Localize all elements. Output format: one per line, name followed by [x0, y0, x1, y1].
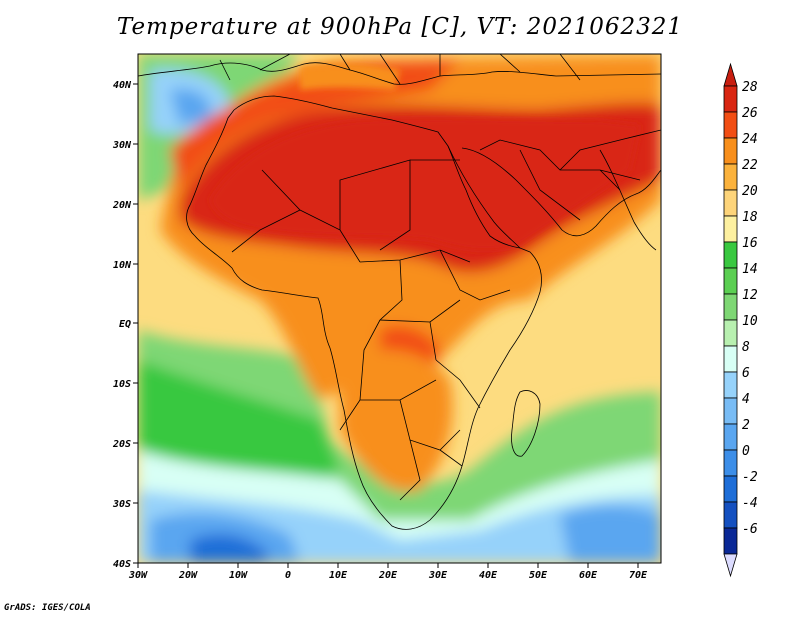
field-deep-blue-core [190, 534, 270, 563]
lon-axis-labels: 30W 20W 10W 0 10E 20E 30E 40E 50E 60E 70… [128, 570, 648, 581]
field-deep-blue-east [560, 505, 661, 563]
lon-label: 70E [629, 570, 648, 581]
field-north-blue-2 [170, 89, 211, 125]
colorbar-swatch [723, 475, 738, 503]
field-orange-south [340, 349, 453, 492]
lat-label: 10N [113, 260, 132, 271]
lat-label: EQ [119, 319, 131, 330]
field-hot-core-inner [210, 117, 640, 251]
india-coast [599, 149, 657, 251]
colorbar-label: 12 [742, 288, 758, 303]
colorbar-bottom-arrow [723, 553, 738, 578]
colorbar-swatch [723, 319, 738, 347]
colorbar-swatch [723, 371, 738, 399]
colorbar-swatch [723, 501, 738, 529]
border-segments [231, 159, 511, 501]
lon-label: 50E [529, 570, 548, 581]
colorbar-label: -4 [742, 496, 758, 511]
colorbar-swatch [723, 527, 738, 555]
lon-label: 30E [428, 570, 448, 581]
lat-label: 20N [112, 200, 132, 211]
lat-label: 40N [113, 80, 132, 91]
colorbar-label: 18 [742, 210, 758, 225]
europe-borders [219, 54, 581, 85]
arabia-borders [479, 129, 661, 221]
colorbar-swatch [723, 215, 738, 243]
arabia-coast [461, 147, 661, 237]
field-south-green-west [138, 360, 340, 490]
colorbar-label: 14 [742, 262, 758, 277]
colorbar-label: 24 [742, 132, 758, 147]
lon-label: 0 [285, 570, 291, 581]
lon-label: 20W [178, 570, 198, 581]
lon-label: 20E [378, 570, 398, 581]
lat-label: 20S [112, 439, 131, 450]
colorbar-label: 4 [742, 392, 750, 407]
colorbar-swatch [723, 397, 738, 425]
map-title: Temperature at 900hPa [C], VT: 202106232… [116, 14, 684, 40]
colorbar-swatch [723, 241, 738, 269]
colorbar-label: 6 [742, 366, 750, 381]
map-frame [133, 53, 662, 568]
country-borders [138, 54, 661, 530]
lon-label: 40E [479, 570, 498, 581]
colorbar-label: -6 [742, 522, 758, 537]
europe-coast [138, 62, 661, 85]
colorbar-swatch [723, 345, 738, 373]
colorbar-top-arrow [723, 62, 738, 87]
colorbar-label: 10 [742, 314, 758, 329]
field-mediterranean-orange [300, 63, 400, 90]
colorbar-swatch [723, 85, 738, 113]
colorbar-swatch [723, 449, 738, 477]
colorbar-swatch [723, 163, 738, 191]
colorbar-label: 16 [742, 236, 758, 251]
colorbar-label: 8 [742, 340, 750, 355]
colorbar-label: 0 [742, 444, 750, 459]
field-warm-edge [170, 60, 460, 190]
colorbar-swatch [723, 293, 738, 321]
colorbar-swatch [723, 111, 738, 139]
lon-label: 10W [229, 570, 248, 581]
lat-label: 30N [112, 140, 132, 151]
lat-label: 30S [112, 499, 131, 510]
temperature-field [138, 54, 661, 563]
colorbar-label: -2 [742, 470, 758, 485]
colorbar-label: 2 [742, 418, 750, 433]
lon-label: 10E [329, 570, 348, 581]
colorbar-label: 22 [742, 158, 758, 173]
lat-label: 40S [113, 559, 131, 570]
colorbar-swatch [723, 189, 738, 217]
colorbar-label: 28 [742, 80, 758, 95]
colorbar-swatch [723, 423, 738, 451]
lat-label: 10S [113, 379, 131, 390]
colorbar-label: 20 [742, 184, 758, 199]
red-sea-coast [447, 145, 521, 249]
lon-label: 30W [128, 570, 148, 581]
colorbar-swatch [723, 267, 738, 295]
colorbar-label: 26 [742, 106, 758, 121]
credit-label: GrADS: IGES/COLA [4, 603, 91, 613]
colorbar-swatch [723, 137, 738, 165]
africa-coastline [186, 95, 542, 530]
madagascar-coast [511, 390, 541, 457]
lon-label: 60E [579, 570, 598, 581]
lat-axis-labels: 40N 30N 20N 10N EQ 10S 20S 30S 40S [112, 80, 132, 570]
